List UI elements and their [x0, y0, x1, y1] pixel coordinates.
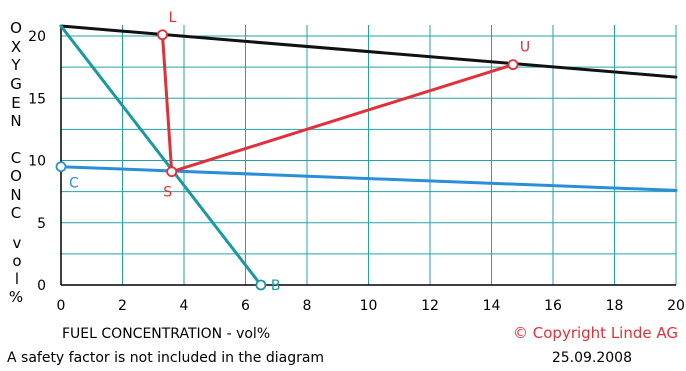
y-tick-labels: 0 5 10 15 20: [28, 29, 46, 294]
point-label: L: [169, 10, 177, 26]
series-line: [160, 33, 515, 174]
y-tick-label: 20: [28, 29, 46, 45]
y-tick-label: 15: [28, 91, 46, 107]
y-axis-label-letter: l: [15, 270, 19, 288]
x-tick-label: 20: [667, 298, 685, 314]
point-label: U: [520, 40, 530, 56]
x-tick-label: 12: [421, 298, 439, 314]
y-axis-label-letter: X: [11, 38, 21, 56]
point-label: B: [271, 278, 281, 294]
y-tick-label: 0: [37, 278, 46, 294]
x-tick-label: 4: [180, 298, 189, 314]
point-marker: [255, 279, 267, 291]
y-axis-label-letter: N: [10, 112, 21, 130]
x-tick-label: 18: [606, 298, 624, 314]
y-axis-label-letter: C: [11, 149, 21, 167]
point-marker: [507, 59, 519, 71]
point-marker: [157, 29, 168, 41]
point-label: S: [163, 185, 172, 201]
y-axis-label-letter: O: [10, 19, 22, 37]
y-axis-label-letter: N: [10, 186, 21, 204]
point-label: C: [69, 176, 79, 192]
safety-note: A safety factor is not included in the d…: [7, 350, 324, 366]
x-tick-label: 16: [544, 298, 562, 314]
copyright-text: © Copyright Linde AG: [513, 324, 678, 342]
x-tick-label: 2: [118, 298, 127, 314]
series-line: [59, 165, 678, 192]
grid: [61, 25, 677, 285]
date-text: 25.09.2008: [552, 350, 632, 366]
y-axis-label-letter: G: [10, 75, 22, 93]
x-tick-label: 6: [241, 298, 250, 314]
point-marker: [166, 166, 178, 178]
series-line: [59, 24, 263, 287]
point-marker: [55, 161, 67, 173]
x-tick-label: 14: [483, 298, 501, 314]
y-axis-label-letter: v: [13, 234, 22, 252]
y-axis-label-letter: %: [9, 288, 23, 306]
y-axis-label-letter: O: [10, 167, 22, 185]
y-axis-label-letter: C: [11, 204, 21, 222]
y-axis-label-letter: o: [12, 252, 21, 270]
y-axis-label-letter: E: [11, 94, 20, 112]
x-tick-label: 10: [360, 298, 378, 314]
x-tick-label: 0: [57, 298, 66, 314]
x-tick-label: 8: [303, 298, 312, 314]
y-tick-label: 10: [28, 154, 46, 170]
axes: [60, 25, 676, 286]
y-axis-label-letter: Y: [10, 56, 21, 74]
x-tick-labels: 0 2 4 6 8 10 12 14 16 18 20: [57, 298, 685, 314]
y-tick-label: 5: [37, 216, 46, 232]
point-markers: L S U C B: [55, 10, 530, 294]
x-axis-label: FUEL CONCENTRATION - vol%: [62, 326, 270, 342]
